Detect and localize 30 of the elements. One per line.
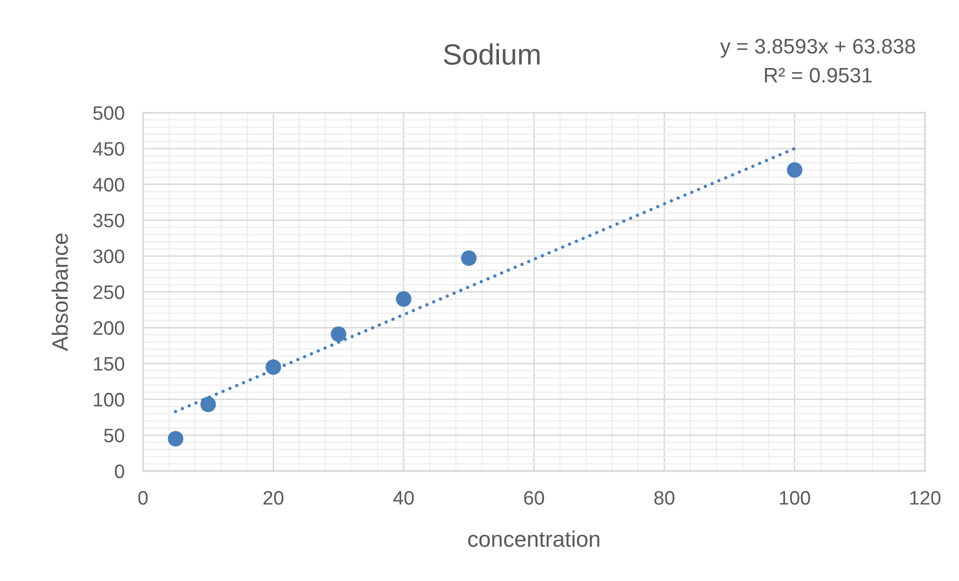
point	[330, 326, 346, 342]
x-tick-label: 0	[138, 490, 148, 505]
point	[786, 162, 802, 178]
y-tick-label: 150	[94, 356, 124, 371]
x-tick-label: 60	[524, 490, 544, 505]
y-tick-label: 50	[104, 428, 124, 442]
y-tick-label: 250	[93, 285, 124, 300]
y-tick-label: 0	[114, 464, 124, 478]
text: y = 3.8593x + 63.838	[720, 38, 915, 58]
x-tick-label: 20	[264, 490, 284, 505]
y-tick-label: 300	[93, 249, 124, 264]
point	[461, 250, 477, 266]
x-tick-label: 80	[654, 490, 674, 505]
x-tick-label: 40	[393, 490, 414, 505]
point	[396, 291, 412, 307]
y-tick-label: 100	[94, 392, 124, 407]
x-tick-label: 100	[780, 490, 810, 505]
y-tick-label: 500	[93, 106, 124, 120]
y-tick-label: 350	[93, 214, 124, 228]
x-tick-label: 120	[910, 490, 940, 505]
chart-title: Sodium	[444, 43, 540, 65]
x-axis-title: concentration	[468, 530, 600, 547]
y-tick-label: 400	[92, 178, 124, 192]
y-tick-label: 200	[93, 321, 124, 335]
point	[266, 359, 282, 375]
text: R² = 0.9531	[764, 68, 872, 83]
point	[168, 430, 184, 447]
y-axis-title: Absorbance	[52, 234, 68, 352]
y-tick-label: 450	[92, 142, 124, 156]
point	[200, 396, 216, 412]
